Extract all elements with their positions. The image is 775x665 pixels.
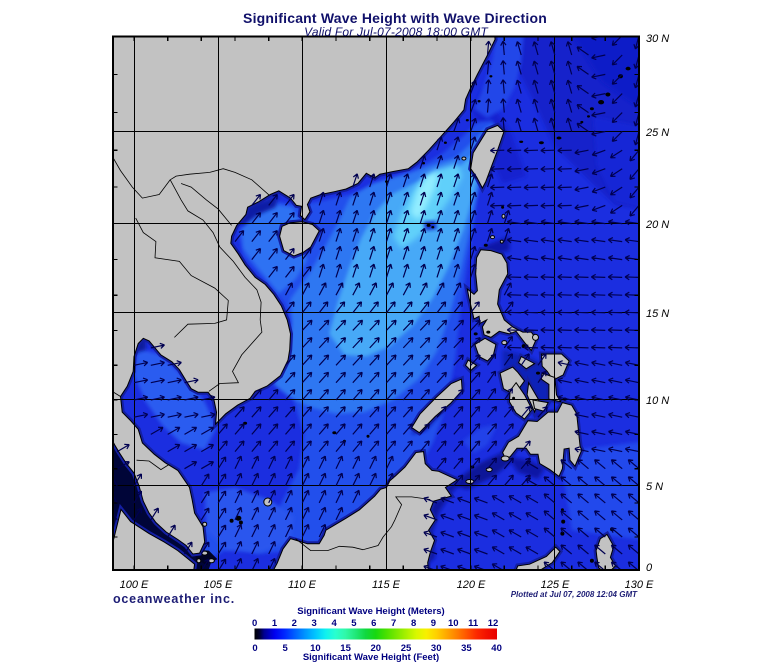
svg-text:2: 2 xyxy=(292,618,297,629)
svg-text:1: 1 xyxy=(272,618,278,629)
svg-text:0: 0 xyxy=(252,643,257,654)
svg-text:20: 20 xyxy=(371,643,382,654)
svg-text:8: 8 xyxy=(411,618,416,629)
svg-text:5: 5 xyxy=(351,618,357,629)
svg-text:15 N: 15 N xyxy=(646,308,669,320)
svg-text:9: 9 xyxy=(431,618,436,629)
svg-text:11: 11 xyxy=(468,618,479,629)
svg-text:35: 35 xyxy=(461,643,472,654)
svg-text:Significant Wave Height (Meter: Significant Wave Height (Meters) xyxy=(297,606,444,617)
svg-text:10: 10 xyxy=(310,643,321,654)
svg-text:120 E: 120 E xyxy=(457,579,486,591)
svg-text:3: 3 xyxy=(312,618,317,629)
svg-text:25: 25 xyxy=(401,643,412,654)
svg-text:15: 15 xyxy=(340,643,351,654)
svg-text:105 E: 105 E xyxy=(204,579,233,591)
svg-text:0: 0 xyxy=(646,562,653,574)
svg-text:Plotted at Jul 07, 2008 12:04: Plotted at Jul 07, 2008 12:04 GMT xyxy=(511,590,638,599)
svg-text:5 N: 5 N xyxy=(646,481,663,493)
svg-text:25 N: 25 N xyxy=(645,127,669,139)
svg-text:Significant Wave Height (Feet): Significant Wave Height (Feet) xyxy=(303,652,439,663)
svg-text:115 E: 115 E xyxy=(372,579,401,591)
svg-text:30 N: 30 N xyxy=(646,33,669,45)
svg-text:oceanweather inc.: oceanweather inc. xyxy=(113,592,235,606)
svg-text:130 E: 130 E xyxy=(625,579,654,591)
svg-text:Valid For Jul-07-2008 18:00 GM: Valid For Jul-07-2008 18:00 GMT xyxy=(304,25,489,39)
svg-text:7: 7 xyxy=(391,618,396,629)
svg-text:30: 30 xyxy=(431,643,442,654)
svg-text:125 E: 125 E xyxy=(541,579,570,591)
svg-text:10 N: 10 N xyxy=(646,395,669,407)
svg-text:100 E: 100 E xyxy=(120,579,149,591)
svg-text:20 N: 20 N xyxy=(645,219,669,231)
svg-text:Significant Wave Height with W: Significant Wave Height with Wave Direct… xyxy=(243,10,547,26)
svg-text:5: 5 xyxy=(283,643,289,654)
svg-text:110 E: 110 E xyxy=(288,579,317,591)
svg-text:6: 6 xyxy=(371,618,376,629)
svg-text:10: 10 xyxy=(448,618,459,629)
svg-text:0: 0 xyxy=(252,618,257,629)
svg-text:40: 40 xyxy=(491,643,502,654)
svg-text:12: 12 xyxy=(488,618,499,629)
svg-text:4: 4 xyxy=(331,618,337,629)
